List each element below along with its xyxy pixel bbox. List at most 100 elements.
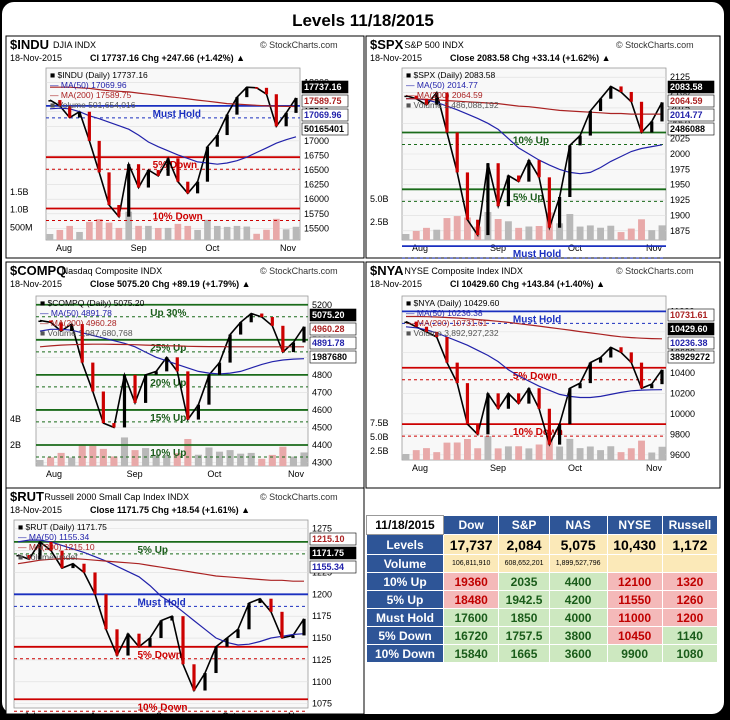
price-bar xyxy=(203,673,207,691)
chart-index-name: Russell 2000 Small Cap Index INDX xyxy=(44,492,189,502)
volume-bar xyxy=(658,225,666,240)
table-cell: 10,430 xyxy=(606,533,663,556)
volume-bar xyxy=(300,452,308,466)
volume-bar xyxy=(586,225,594,240)
volume-bar xyxy=(268,454,276,466)
price-bar xyxy=(558,197,562,228)
price-bar xyxy=(558,424,562,445)
volume-bar xyxy=(494,448,502,460)
price-bar xyxy=(126,633,130,656)
ma200-line xyxy=(406,315,663,340)
price-bar xyxy=(435,92,439,105)
value-tag-label: 17589.75 xyxy=(304,96,342,106)
price-bar xyxy=(465,383,470,425)
y-tick-label: 5200 xyxy=(312,300,332,310)
volume-bar xyxy=(597,450,605,460)
volume-bar xyxy=(174,223,182,240)
price-bar xyxy=(175,357,179,372)
volume-tick-label: 5.0B xyxy=(370,432,389,442)
price-bar xyxy=(247,603,251,630)
level-annotation: 5% Down xyxy=(137,650,181,661)
price-bar xyxy=(496,393,500,409)
legend-item: ■ $RUT (Daily) 1171.75 xyxy=(18,522,107,532)
volume-bar xyxy=(292,226,300,240)
legend-item: — MA(200) 2064.59 xyxy=(406,90,483,100)
volume-bar xyxy=(402,234,410,240)
chart-index-name: S&P 500 INDX xyxy=(404,40,463,50)
value-tag-label: 1155.34 xyxy=(312,562,344,572)
volume-bar xyxy=(237,453,245,466)
y-tick-label: 1900 xyxy=(670,210,690,220)
y-tick-label: 16500 xyxy=(304,165,329,175)
volume-bar xyxy=(125,211,133,240)
price-bar xyxy=(506,175,510,207)
y-tick-label: 2000 xyxy=(670,149,690,159)
level-annotation: 10% Up xyxy=(150,448,186,459)
volume-bar xyxy=(586,446,594,460)
price-line xyxy=(39,312,305,429)
volume-bar xyxy=(215,451,224,466)
price-bar xyxy=(170,616,174,621)
legend-item: — MA(50) 10236.38 xyxy=(406,308,483,318)
legend-item: ■ $INDU (Daily) 17737.16 xyxy=(50,70,148,80)
volume-bar xyxy=(273,218,280,240)
price-bar xyxy=(186,371,190,420)
price-bar xyxy=(294,97,298,113)
chart-date: 18-Nov-2015 xyxy=(10,53,62,63)
table-cell: 1,899,527,796 xyxy=(548,554,608,574)
volume-bar xyxy=(57,452,65,466)
price-bar xyxy=(117,205,121,217)
y-tick-label: 16000 xyxy=(304,194,329,204)
y-tick-label: 10200 xyxy=(670,388,695,398)
volume-bar xyxy=(648,452,656,460)
price-bar xyxy=(225,638,229,647)
y-tick-label: 10400 xyxy=(670,368,695,378)
ma200-line xyxy=(17,557,304,582)
table-cell: 1757.5 xyxy=(498,626,550,646)
volume-bar xyxy=(474,448,482,460)
price-bar xyxy=(59,322,63,332)
volume-tick-label: 500M xyxy=(10,222,33,232)
value-tag-label: 5075.20 xyxy=(312,310,345,320)
volume-bar xyxy=(95,219,103,240)
price-bar xyxy=(156,170,160,176)
price-bar xyxy=(239,322,243,335)
value-tag xyxy=(301,94,349,108)
price-bar xyxy=(404,321,408,324)
y-tick-label: 4300 xyxy=(312,457,332,467)
value-tag-label: 17737.16 xyxy=(304,82,342,92)
x-tick-label: Aug xyxy=(90,711,106,720)
price-bar xyxy=(496,163,500,207)
price-bar xyxy=(486,163,490,236)
price-bar xyxy=(77,111,82,118)
volume-bar xyxy=(89,445,97,466)
price-bar xyxy=(215,135,219,147)
volume-bar xyxy=(494,219,502,240)
chart-symbol: $INDU xyxy=(10,37,49,52)
ma50-line xyxy=(406,98,663,175)
table-cell: 106,811,910 xyxy=(443,554,500,574)
x-tick-label: Nov xyxy=(280,243,297,253)
legend-item: ■ Volume 1,987,680,768 xyxy=(40,328,133,338)
x-tick-label: Sep xyxy=(127,469,143,479)
volume-bar xyxy=(412,450,420,460)
level-annotation: 10% Down xyxy=(137,702,187,713)
table-cell: 17,737 xyxy=(443,533,500,556)
price-bar xyxy=(68,105,72,118)
y-tick-label: 2025 xyxy=(670,134,690,144)
volume-bar xyxy=(504,446,512,460)
chart-index-name: NYSE Composite Index INDX xyxy=(404,266,523,276)
x-tick-label: Sep xyxy=(156,711,172,720)
price-bar xyxy=(58,100,62,106)
x-tick-label: Oct xyxy=(568,463,583,473)
table-cell: 15840 xyxy=(443,644,500,663)
compq-chart: 5200500049004800470046004500440043004B2B… xyxy=(5,261,365,489)
level-annotation: Must Hold xyxy=(513,249,561,260)
table-cell: 5,075 xyxy=(548,533,608,556)
volume-bar xyxy=(223,226,231,240)
chart-date: 18-Nov-2015 xyxy=(10,279,62,289)
volume-bar xyxy=(66,225,73,240)
volume-bar xyxy=(525,226,533,240)
chart-symbol: $NYA xyxy=(370,263,404,278)
value-tag xyxy=(667,322,715,336)
